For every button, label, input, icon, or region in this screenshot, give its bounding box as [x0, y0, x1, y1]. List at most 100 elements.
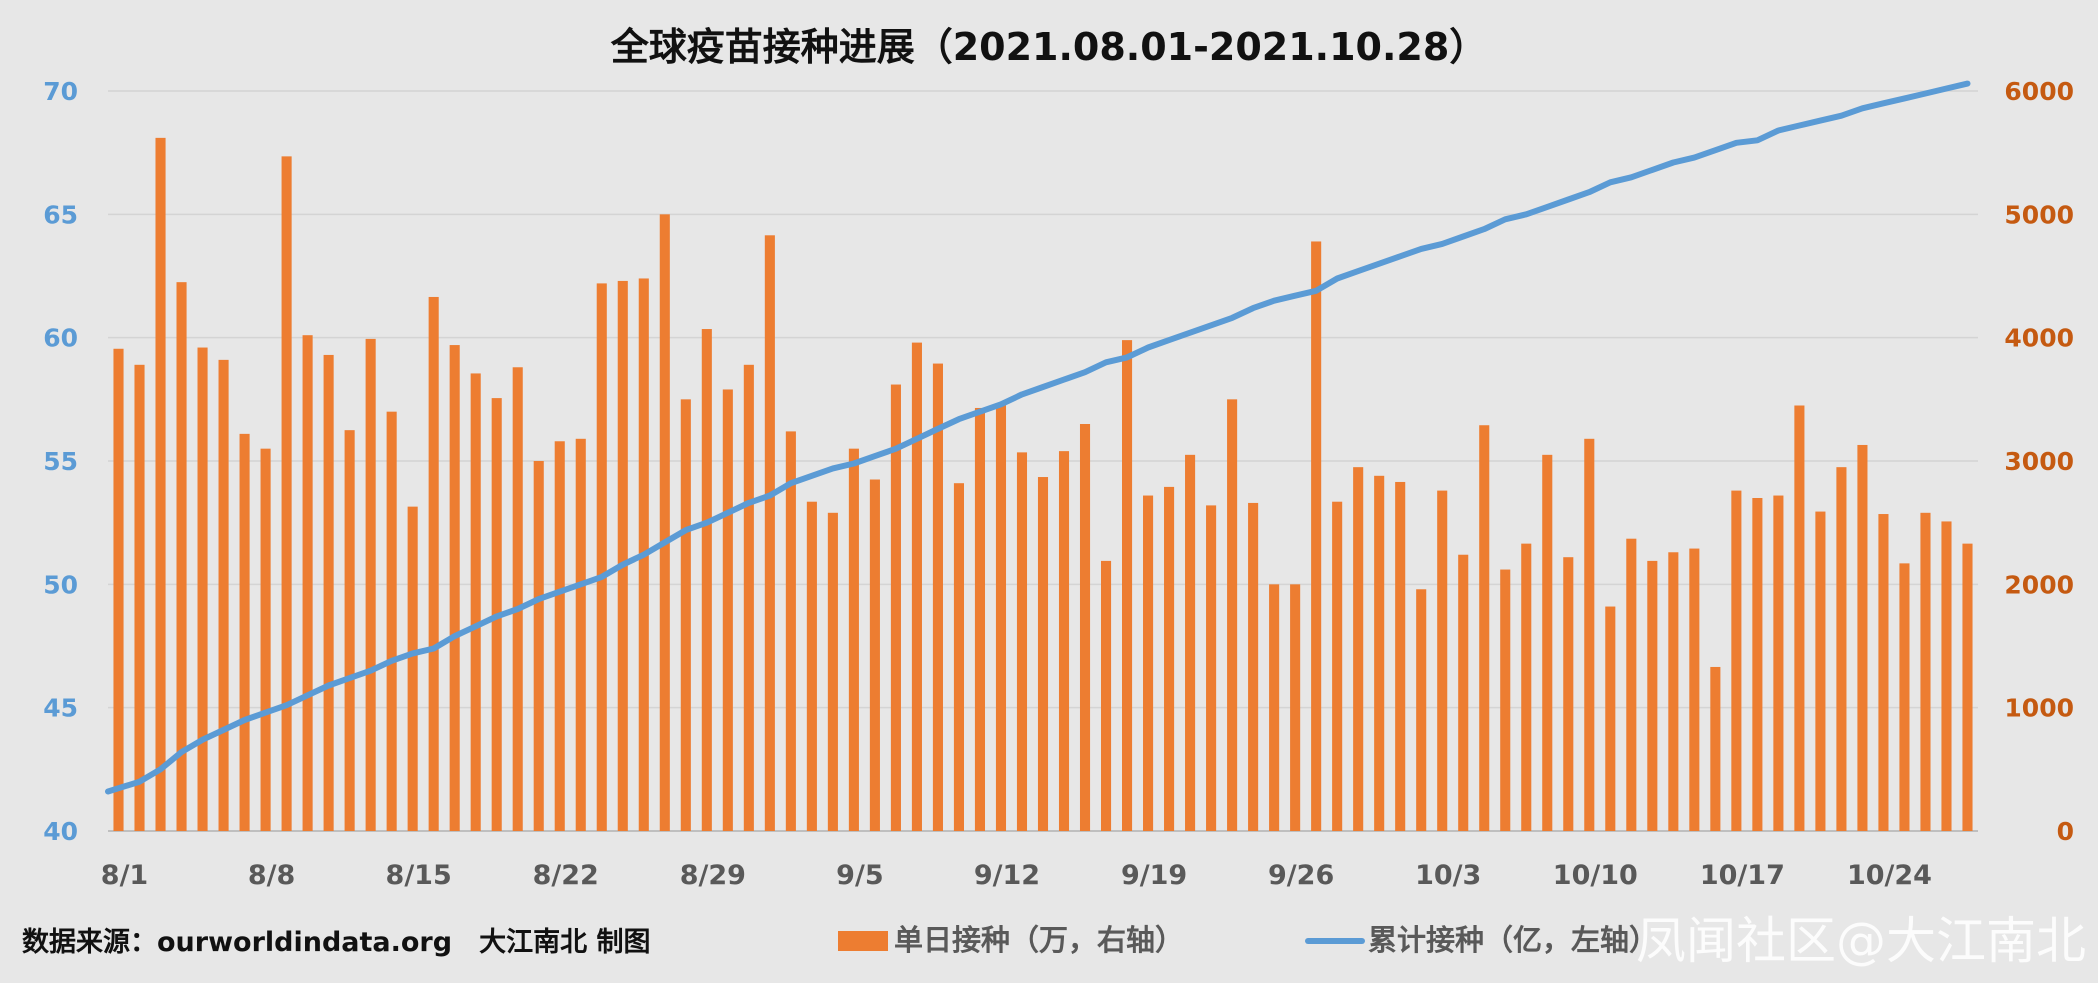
daily-vaccination-bar: [344, 430, 355, 831]
daily-vaccination-bar: [1815, 511, 1826, 831]
daily-vaccination-bar: [1269, 584, 1280, 831]
daily-vaccination-bar: [1100, 560, 1112, 831]
daily-vaccination-bar: [428, 296, 439, 831]
right-axis-tick-label: 4000: [2004, 324, 2074, 353]
x-axis-tick-label: 8/22: [533, 860, 599, 891]
daily-vaccination-bar: [1941, 521, 1952, 831]
x-axis-tick-label: 10/10: [1553, 860, 1638, 891]
daily-vaccination-bar: [680, 399, 691, 831]
daily-vaccination-bar: [932, 363, 943, 831]
daily-vaccination-bar: [701, 329, 712, 831]
x-axis-tick-label: 10/17: [1700, 860, 1785, 891]
left-axis-tick-label: 40: [43, 817, 78, 846]
x-axis-tick-label: 8/1: [101, 860, 148, 891]
daily-vaccination-bar: [1878, 514, 1889, 831]
daily-vaccination-bar: [1857, 444, 1868, 831]
daily-vaccination-bar: [722, 389, 733, 831]
daily-vaccination-bar: [1731, 490, 1742, 831]
daily-vaccination-bar: [1122, 340, 1133, 831]
left-axis-tick-label: 70: [43, 77, 78, 106]
daily-vaccination-bar: [1185, 454, 1196, 831]
daily-vaccination-bar: [1752, 498, 1763, 831]
daily-vaccination-bar: [554, 441, 565, 831]
daily-vaccination-bar: [512, 367, 523, 831]
right-axis: 0 1000 2000 3000 4000 5000 6000: [2004, 77, 2074, 846]
daily-vaccination-bar: [1143, 495, 1154, 831]
daily-vaccination-bar: [1500, 569, 1511, 831]
x-axis-tick-label: 9/26: [1268, 860, 1334, 891]
daily-vaccination-bar: [113, 348, 124, 831]
daily-vaccination-bar: [218, 359, 229, 831]
left-axis: 40 45 50 55 60 65 70: [43, 77, 78, 846]
daily-vaccination-bar: [1920, 512, 1931, 831]
daily-vaccination-bar: [386, 411, 397, 831]
daily-vaccination-bar: [176, 282, 187, 832]
daily-vaccination-bar: [281, 156, 292, 831]
right-axis-tick-label: 3000: [2004, 447, 2074, 476]
daily-vaccination-bar: [1773, 495, 1784, 831]
daily-vaccination-bar: [1290, 584, 1301, 831]
daily-vaccination-bar: [197, 347, 208, 831]
daily-vaccination-bar: [1584, 438, 1595, 831]
source-note: 数据来源：ourworldindata.org 大江南北 制图: [22, 927, 650, 958]
daily-vaccination-bar: [1899, 563, 1910, 831]
x-axis: 8/1 8/8 8/15 8/22 8/29 9/5 9/12 9/19 9/26 10/3 10/…: [101, 860, 1932, 891]
left-axis-tick-label: 65: [43, 200, 78, 229]
daily-vaccination-bar: [155, 137, 166, 831]
daily-vaccination-bar: [1542, 454, 1553, 831]
x-axis-tick-label: 10/24: [1847, 860, 1932, 891]
daily-vaccination-bar: [1836, 467, 1847, 831]
daily-vaccination-bar: [1479, 425, 1490, 831]
daily-vaccination-bar: [764, 235, 775, 832]
daily-vaccination-bar: [1311, 241, 1322, 831]
daily-vaccination-bar: [953, 483, 964, 831]
daily-vaccination-bar: [533, 461, 544, 831]
daily-vaccination-bar: [1332, 501, 1343, 831]
daily-vaccination-bar: [659, 214, 670, 832]
daily-vaccination-bar: [1079, 424, 1091, 831]
legend: 单日接种（万，右轴） 累计接种（亿，左轴）: [838, 923, 1658, 957]
daily-vaccination-bar: [1016, 452, 1028, 831]
daily-vaccination-bar: [1689, 548, 1700, 831]
daily-vaccination-bar: [1164, 486, 1175, 831]
daily-vaccination-bar: [1647, 560, 1658, 831]
chart-title: 全球疫苗接种进展（2021.08.01-2021.10.28）: [610, 25, 1488, 69]
daily-bars: [113, 137, 1973, 832]
daily-vaccination-bar: [575, 438, 586, 831]
daily-vaccination-bar: [1710, 666, 1721, 831]
left-axis-tick-label: 55: [43, 447, 78, 476]
daily-vaccination-bar: [239, 433, 250, 831]
daily-vaccination-bar: [1248, 502, 1259, 831]
daily-vaccination-bar: [911, 342, 922, 831]
daily-vaccination-bar: [596, 283, 607, 831]
daily-vaccination-bar: [1794, 405, 1805, 831]
daily-vaccination-bar: [1058, 451, 1070, 831]
daily-vaccination-bar: [1037, 477, 1049, 831]
x-axis-tick-label: 10/3: [1415, 860, 1481, 891]
daily-vaccination-bar: [785, 431, 796, 831]
right-axis-tick-label: 1000: [2004, 694, 2074, 723]
daily-vaccination-bar: [890, 384, 901, 831]
daily-vaccination-bar: [617, 280, 628, 831]
daily-vaccination-bar: [1458, 554, 1469, 831]
cumulative-line: [105, 80, 1971, 795]
daily-vaccination-bar: [470, 373, 481, 831]
daily-vaccination-bar: [260, 448, 271, 831]
left-axis-tick-label: 60: [43, 324, 78, 353]
x-axis-tick-label: 9/5: [836, 860, 883, 891]
daily-vaccination-bar: [974, 407, 986, 831]
legend-bar-label: 单日接种（万，右轴）: [894, 923, 1184, 957]
daily-vaccination-bar: [323, 354, 334, 831]
daily-vaccination-bar: [995, 403, 1007, 831]
daily-vaccination-bar: [1353, 467, 1364, 831]
cumulative-vaccination-line: [105, 80, 1971, 795]
daily-vaccination-bar: [134, 364, 145, 831]
right-axis-tick-label: 5000: [2004, 200, 2074, 229]
daily-vaccination-bar: [806, 501, 817, 831]
left-axis-tick-label: 50: [43, 570, 78, 599]
x-axis-tick-label: 9/12: [974, 860, 1040, 891]
daily-vaccination-bar: [1962, 543, 1973, 831]
x-axis-tick-label: 8/8: [248, 860, 295, 891]
